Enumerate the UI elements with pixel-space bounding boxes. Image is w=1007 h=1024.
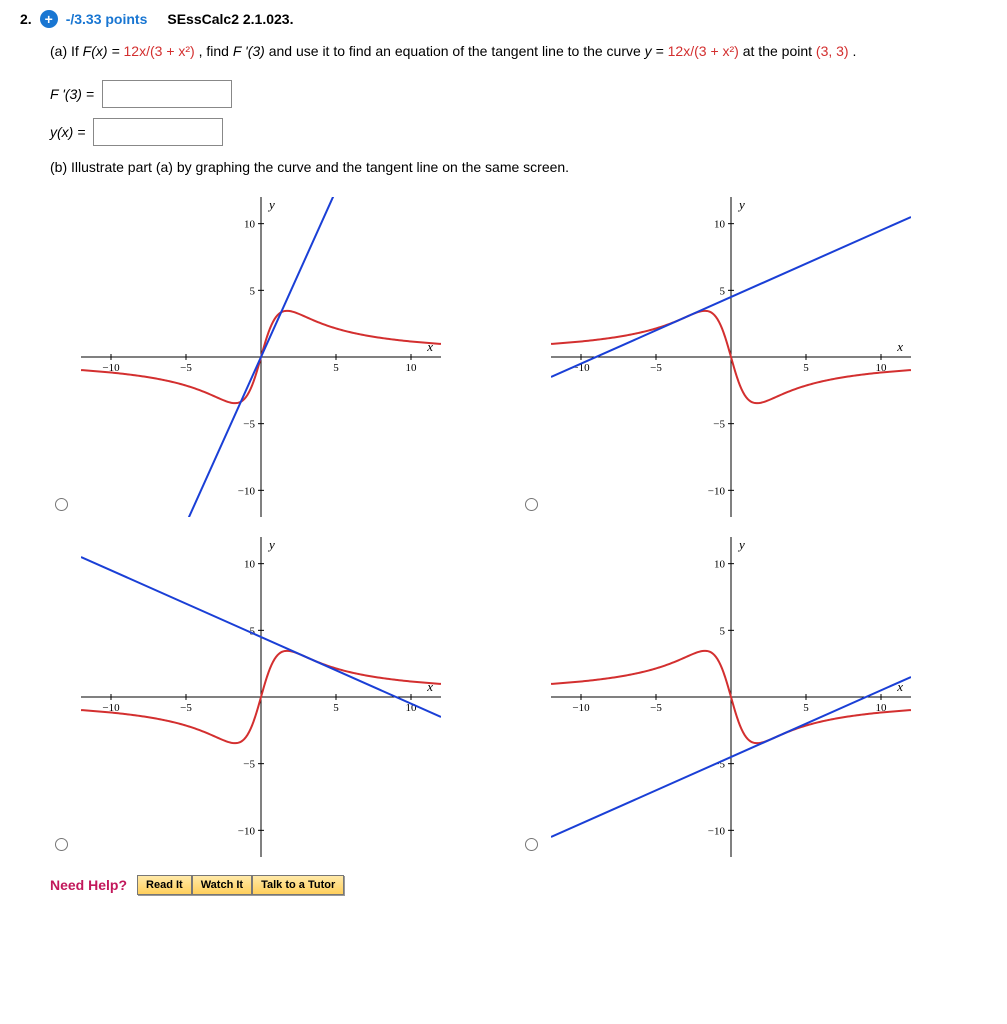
part-a-text: (a) If F(x) = 12x/(3 + x²) , find F '(3)… xyxy=(50,40,987,62)
yx-input[interactable] xyxy=(93,118,223,146)
graph-svg: −10−10−5−5551010xy xyxy=(81,197,441,517)
point: (3, 3) xyxy=(816,43,849,59)
help-row: Need Help? Read ItWatch ItTalk to a Tuto… xyxy=(50,875,987,895)
func-expr: 12x/(3 + x²) xyxy=(124,43,195,59)
help-button-read-it[interactable]: Read It xyxy=(137,875,192,895)
svg-text:x: x xyxy=(896,339,903,354)
svg-text:10: 10 xyxy=(244,218,256,230)
graph-svg: −10−10−5−5551010xy xyxy=(551,197,911,517)
svg-text:5: 5 xyxy=(803,362,809,374)
graph-option: −10−10−5−5551010xy xyxy=(50,537,480,857)
svg-text:−5: −5 xyxy=(243,418,255,430)
points: -/3.33 points xyxy=(66,11,148,27)
graph-option: −10−10−5−5551010xy xyxy=(50,197,480,517)
yx-label: y(x) = xyxy=(50,124,85,140)
part-a-label: (a) If xyxy=(50,43,83,59)
fprime-label: F '(3) = xyxy=(50,86,94,102)
svg-text:−10: −10 xyxy=(572,702,590,714)
graph-radio[interactable] xyxy=(525,838,538,851)
svg-text:x: x xyxy=(426,339,433,354)
graph-radio[interactable] xyxy=(525,498,538,511)
svg-text:5: 5 xyxy=(720,625,726,637)
plus-icon[interactable]: + xyxy=(40,10,58,28)
question-header: 2. + -/3.33 points SEssCalc2 2.1.023. xyxy=(20,10,987,28)
need-help-label: Need Help? xyxy=(50,877,127,893)
help-button-watch-it[interactable]: Watch It xyxy=(192,875,252,895)
y-expr: 12x/(3 + x²) xyxy=(668,43,739,59)
func-lhs: F(x) = xyxy=(83,43,124,59)
svg-text:−10: −10 xyxy=(238,825,256,837)
svg-text:5: 5 xyxy=(250,285,256,297)
svg-text:5: 5 xyxy=(803,702,809,714)
svg-text:10: 10 xyxy=(714,218,726,230)
fprime-ref: F '(3) xyxy=(233,43,265,59)
svg-text:10: 10 xyxy=(406,362,418,374)
svg-text:5: 5 xyxy=(333,702,339,714)
part-b-text: (b) Illustrate part (a) by graphing the … xyxy=(50,156,987,178)
svg-text:−5: −5 xyxy=(180,702,192,714)
svg-text:5: 5 xyxy=(720,285,726,297)
svg-text:−10: −10 xyxy=(708,485,726,497)
question-number: 2. xyxy=(20,11,32,27)
fprime-input[interactable] xyxy=(102,80,232,108)
svg-text:−5: −5 xyxy=(650,702,662,714)
svg-text:−5: −5 xyxy=(243,758,255,770)
graph-radio[interactable] xyxy=(55,498,68,511)
svg-text:y: y xyxy=(737,537,745,552)
source-ref: SEssCalc2 2.1.023. xyxy=(167,11,293,27)
graph-radio[interactable] xyxy=(55,838,68,851)
svg-text:−5: −5 xyxy=(650,362,662,374)
svg-text:y: y xyxy=(267,197,275,212)
svg-text:−10: −10 xyxy=(238,485,256,497)
graph-option: −10−10−5−5551010xy xyxy=(520,197,950,517)
svg-text:10: 10 xyxy=(714,558,726,570)
svg-text:−5: −5 xyxy=(180,362,192,374)
svg-text:y: y xyxy=(267,537,275,552)
svg-text:−10: −10 xyxy=(708,825,726,837)
svg-text:x: x xyxy=(426,679,433,694)
graph-option: −10−10−5−5551010xy xyxy=(520,537,950,857)
fprime-input-row: F '(3) = xyxy=(50,80,987,108)
svg-text:−5: −5 xyxy=(713,418,725,430)
graph-options: −10 −10 −5 −5 5 5 10 10 x y −10 −10 −5 −5 5 5 10 10 x y −10 −… xyxy=(50,197,950,857)
svg-text:10: 10 xyxy=(244,558,256,570)
svg-text:y: y xyxy=(737,197,745,212)
help-button-talk-to-a-tutor[interactable]: Talk to a Tutor xyxy=(252,875,344,895)
graph-svg: −10−10−5−5551010xy xyxy=(551,537,911,857)
yx-input-row: y(x) = xyxy=(50,118,987,146)
graph-svg: −10−10−5−5551010xy xyxy=(81,537,441,857)
svg-text:5: 5 xyxy=(333,362,339,374)
